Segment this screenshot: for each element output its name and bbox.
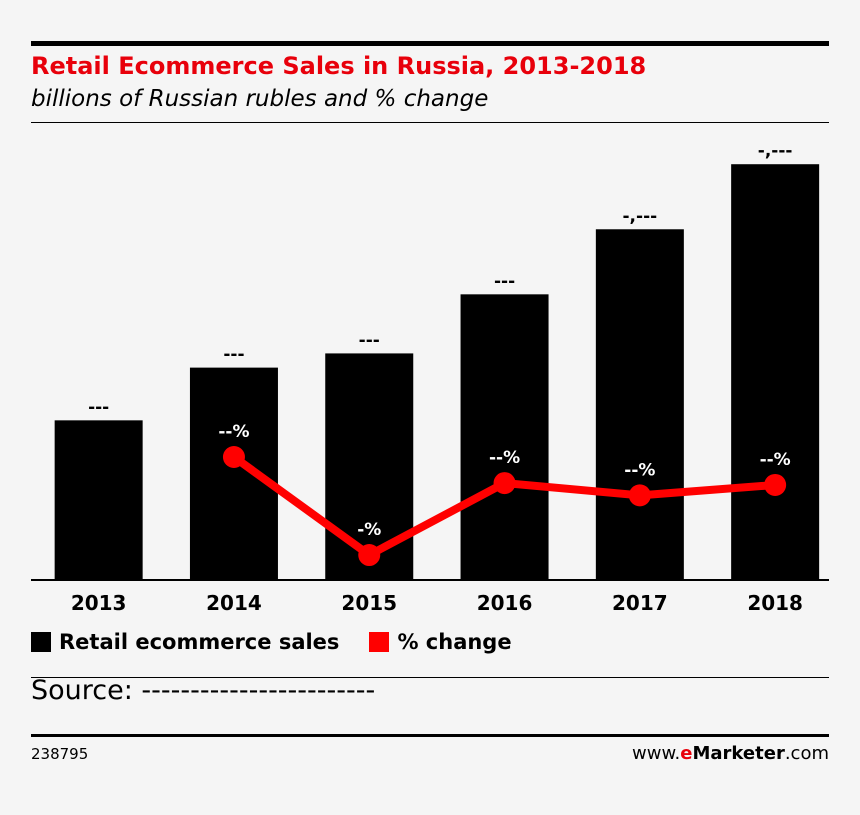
x-tick-label: 2015 [341, 591, 397, 615]
footer-rule [31, 734, 829, 737]
bar-2013 [54, 420, 143, 580]
x-tick-label: 2017 [612, 591, 668, 615]
change-value-label: -% [357, 520, 381, 540]
bar-value-label: --- [359, 330, 380, 350]
change-point [222, 446, 245, 468]
change-point [628, 484, 651, 507]
brand-name: Marketer [692, 743, 785, 764]
bar-2018 [731, 164, 820, 581]
change-value-label: --% [218, 422, 249, 442]
legend-item-sales: Retail ecommerce sales [31, 630, 339, 654]
brand-prefix: www. [632, 743, 681, 764]
legend-item-change: % change [369, 630, 512, 654]
brand-link[interactable]: www.eMarketer.com [632, 743, 829, 764]
bar-2014 [189, 367, 278, 580]
chart: --- --- --- --- -,--- -,--- 2013 2014 2015 2016 20… [31, 141, 829, 615]
legend-swatch-sales [31, 632, 51, 652]
x-tick-label: 2016 [477, 591, 533, 615]
change-point [358, 544, 381, 567]
subtitle-rule [31, 122, 829, 123]
chart-title: Retail Ecommerce Sales in Russia, 2013-2… [31, 52, 647, 80]
bar-value-label: -,--- [623, 206, 658, 226]
bar-value-label: --- [223, 345, 244, 365]
x-tick-label: 2013 [71, 591, 127, 615]
chart-subtitle: billions of Russian rubles and % change [31, 86, 489, 112]
chart-id: 238795 [31, 745, 89, 763]
change-point [493, 472, 516, 495]
brand-suffix: .com [784, 743, 829, 764]
change-point [764, 473, 787, 496]
bar-value-label: --- [494, 271, 515, 291]
x-tick-label: 2018 [747, 591, 803, 615]
change-value-label: --% [760, 450, 791, 470]
bar-value-label: --- [88, 397, 109, 417]
top-rule [31, 41, 829, 46]
change-value-label: --% [489, 448, 520, 468]
source-note: Source: ------------------------ [31, 675, 376, 706]
bar-2016 [460, 294, 549, 580]
change-value-label: --% [624, 460, 655, 480]
legend-label-sales: Retail ecommerce sales [59, 630, 340, 654]
brand-e: e [680, 743, 693, 764]
legend-swatch-change [369, 632, 390, 652]
x-tick-label: 2014 [206, 591, 262, 615]
bar-2017 [595, 229, 684, 580]
legend: Retail ecommerce sales % change [31, 628, 542, 656]
legend-label-change: % change [397, 630, 512, 654]
source-rule [31, 677, 829, 678]
bar-value-label: -,--- [758, 141, 793, 161]
